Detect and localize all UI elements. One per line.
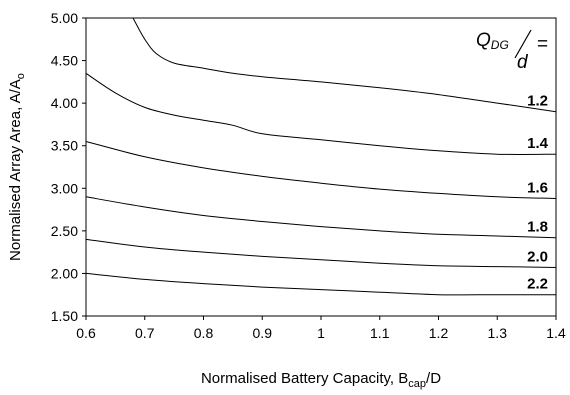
x-tick-label: 0.9 — [253, 325, 273, 341]
legend-equals: = — [537, 34, 548, 55]
x-tick-label: 1.2 — [429, 325, 449, 341]
series-line — [85, 72, 557, 155]
y-tick-label: 2.50 — [51, 223, 78, 239]
legend-denominator: d — [517, 52, 529, 73]
x-tick-label: 1.1 — [370, 325, 390, 341]
series-line — [85, 196, 557, 239]
x-tick-label: 1.4 — [546, 325, 566, 341]
series-line — [85, 141, 557, 199]
series-label: 1.2 — [527, 93, 548, 110]
x-tick-label: 0.7 — [135, 325, 155, 341]
x-axis-label: Normalised Battery Capacity, Bcap/D — [201, 370, 441, 390]
x-tick-label: 1 — [317, 325, 325, 341]
series-label: 1.6 — [527, 180, 548, 197]
x-tick-label: 0.8 — [194, 325, 214, 341]
series-label: 2.0 — [527, 248, 548, 265]
y-axis-label: Normalised Array Area, A/Ao — [7, 73, 27, 261]
series-line — [85, 238, 557, 268]
x-tick-label: 1.3 — [488, 325, 508, 341]
series-line — [85, 272, 556, 296]
legend-fraction-slash — [514, 29, 532, 59]
legend-numerator: QDG — [476, 30, 509, 52]
series-lines — [85, 17, 557, 296]
series-label: 2.2 — [527, 276, 548, 293]
y-tick-label: 3.50 — [51, 138, 78, 154]
series-label: 1.8 — [527, 219, 548, 236]
x-tick-label: 0.6 — [76, 325, 96, 341]
y-tick-label: 4.50 — [51, 53, 78, 69]
y-tick-label: 4.00 — [51, 95, 78, 111]
y-axis-ticks: 1.50 2.00 2.50 3.00 3.50 4.00 4.50 5.00 — [51, 10, 86, 324]
series-labels: 1.2 1.4 1.6 1.8 2.0 2.2 — [527, 93, 549, 293]
plot-area — [85, 17, 557, 317]
y-tick-label: 5.00 — [51, 10, 78, 26]
y-tick-label: 3.00 — [51, 180, 78, 196]
series-line — [132, 17, 557, 113]
legend-title: QDG d = — [476, 29, 548, 73]
x-axis-ticks: 0.6 0.7 0.8 0.9 1 1.1 1.2 1.3 1.4 — [76, 316, 566, 341]
y-tick-label: 1.50 — [51, 308, 78, 324]
y-tick-label: 2.00 — [51, 265, 78, 281]
series-label: 1.4 — [527, 135, 549, 152]
